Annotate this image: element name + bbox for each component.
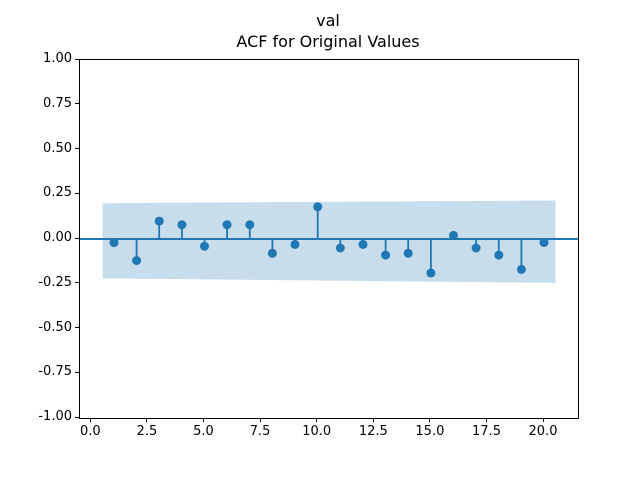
acf-point: [449, 230, 458, 240]
acf-point: [516, 264, 526, 274]
acf-point: [177, 220, 187, 230]
acf-point: [222, 220, 232, 230]
y-tick-mark: [75, 237, 79, 239]
x-tick-mark: [316, 418, 318, 422]
acf-point: [109, 238, 119, 248]
acf-point: [335, 243, 345, 253]
y-tick-label: 0.00: [43, 230, 72, 245]
x-tick-label: 17.5: [472, 424, 501, 439]
acf-point: [154, 216, 164, 226]
y-tick-mark: [75, 58, 79, 60]
plot-area: [79, 59, 579, 419]
y-tick-label: 1.00: [43, 51, 72, 66]
acf-point: [200, 241, 209, 251]
x-tick-mark: [372, 418, 374, 422]
y-tick-label: 0.25: [43, 185, 72, 201]
chart-title-line2: ACF for Original Values: [236, 32, 420, 51]
acf-point: [313, 202, 323, 212]
y-tick-label: 0.75: [43, 95, 72, 111]
y-tick-mark: [75, 148, 79, 149]
chart-title: val ACF for Original Values: [79, 10, 577, 52]
x-tick-label: 20.0: [528, 424, 558, 439]
acf-point: [290, 239, 300, 249]
x-tick-label: 10.0: [302, 424, 332, 439]
x-tick-label: 7.5: [249, 424, 271, 439]
x-tick-mark: [429, 418, 431, 422]
y-tick-mark: [75, 192, 79, 194]
y-tick-label: -1.00: [38, 409, 72, 424]
y-tick-mark: [75, 416, 79, 418]
x-tick-label: 0.0: [79, 424, 101, 439]
acf-point: [403, 248, 413, 258]
acf-point: [245, 220, 255, 230]
acf-point: [358, 239, 368, 249]
x-tick-mark: [542, 418, 544, 422]
acf-point: [539, 238, 549, 248]
acf-point: [471, 243, 481, 253]
x-tick-label: 2.5: [136, 424, 158, 439]
y-tick-label: -0.25: [38, 274, 72, 290]
acf-point: [426, 268, 436, 278]
acf-point: [494, 250, 504, 260]
x-tick-mark: [203, 418, 204, 422]
acf-point: [132, 256, 142, 265]
x-tick-label: 12.5: [358, 424, 388, 439]
acf-point: [267, 248, 277, 258]
x-tick-mark: [259, 418, 261, 422]
x-tick-mark: [146, 418, 148, 422]
x-tick-mark: [89, 418, 91, 422]
x-tick-label: 5.0: [193, 424, 214, 439]
y-tick-mark: [75, 371, 79, 373]
y-tick-mark: [75, 327, 79, 328]
y-tick-mark: [75, 103, 79, 105]
acf-point: [381, 250, 391, 260]
y-tick-label: -0.50: [38, 319, 72, 335]
x-tick-mark: [486, 418, 487, 422]
acf-plot: [80, 200, 578, 283]
y-tick-mark: [75, 282, 79, 284]
y-tick-label: -0.75: [38, 364, 72, 380]
confidence-band: [102, 200, 556, 283]
x-tick-label: 15.0: [415, 424, 445, 439]
y-tick-label: 0.50: [43, 140, 72, 156]
chart-title-line1: val: [316, 11, 340, 30]
